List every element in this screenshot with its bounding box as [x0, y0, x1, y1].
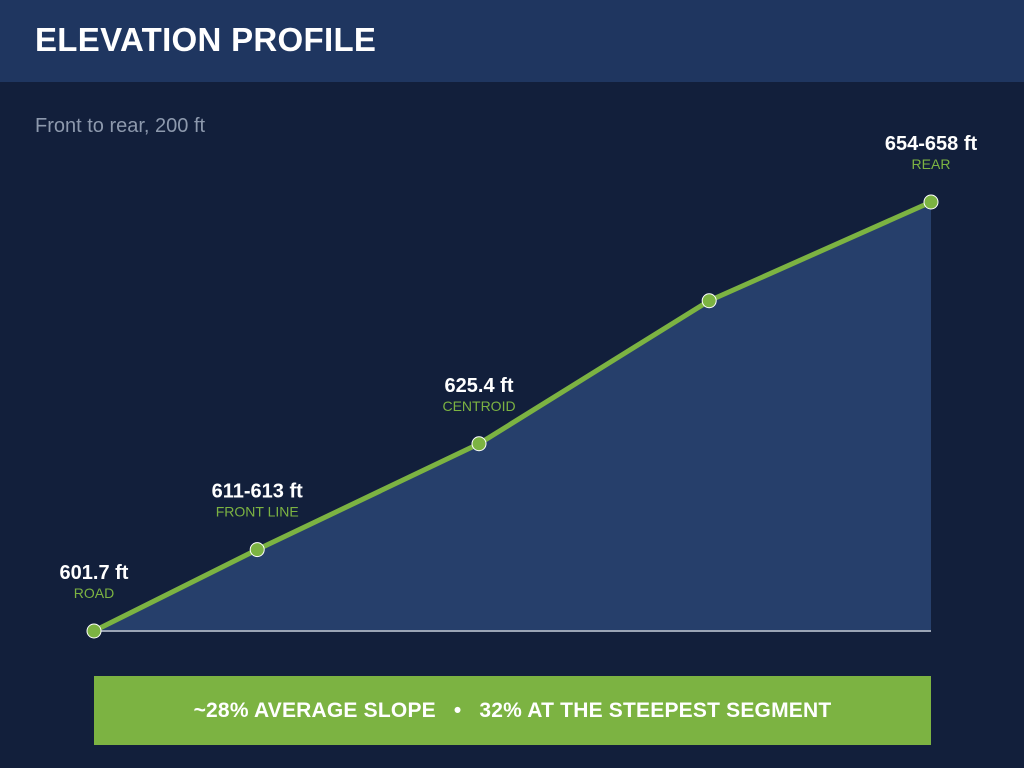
page-title: ELEVATION PROFILE — [35, 21, 377, 58]
point-value-label: 625.4 ft — [445, 375, 514, 397]
point-value-label: 601.7 ft — [60, 562, 129, 584]
point-sub-label: ROAD — [74, 585, 114, 601]
steepest-slope-text: 32% AT THE STEEPEST SEGMENT — [479, 698, 832, 722]
point-value-label: 611-613 ft — [212, 481, 304, 503]
elevation-point — [86, 623, 102, 639]
point-sub-label: REAR — [912, 156, 951, 172]
elevation-point — [701, 293, 717, 309]
banner-separator: • — [453, 698, 462, 722]
average-slope-text: ~28% AVERAGE SLOPE — [193, 698, 436, 722]
point-sub-label: CENTROID — [442, 398, 515, 414]
header-bar: ELEVATION PROFILE — [0, 0, 1024, 82]
elevation-area — [94, 202, 931, 631]
chart-subtitle: Front to rear, 200 ft — [35, 115, 206, 137]
point-sub-label: FRONT LINE — [216, 504, 299, 520]
slope-summary-banner: ~28% AVERAGE SLOPE • 32% AT THE STEEPEST… — [94, 676, 931, 745]
elevation-point — [471, 436, 487, 452]
point-value-label: 654-658 ft — [885, 133, 978, 155]
elevation-point — [249, 542, 265, 558]
elevation-point — [923, 194, 939, 210]
